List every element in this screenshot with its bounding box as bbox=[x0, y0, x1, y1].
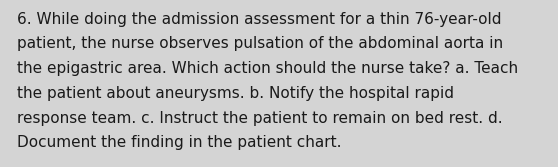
Text: Document the finding in the patient chart.: Document the finding in the patient char… bbox=[17, 135, 341, 150]
Text: the patient about aneurysms. b. Notify the hospital rapid: the patient about aneurysms. b. Notify t… bbox=[17, 86, 454, 101]
Text: response team. c. Instruct the patient to remain on bed rest. d.: response team. c. Instruct the patient t… bbox=[17, 111, 502, 126]
Text: the epigastric area. Which action should the nurse take? a. Teach: the epigastric area. Which action should… bbox=[17, 61, 518, 76]
Text: patient, the nurse observes pulsation of the abdominal aorta in: patient, the nurse observes pulsation of… bbox=[17, 36, 503, 51]
Text: 6. While doing the admission assessment for a thin 76-year-old: 6. While doing the admission assessment … bbox=[17, 12, 501, 27]
